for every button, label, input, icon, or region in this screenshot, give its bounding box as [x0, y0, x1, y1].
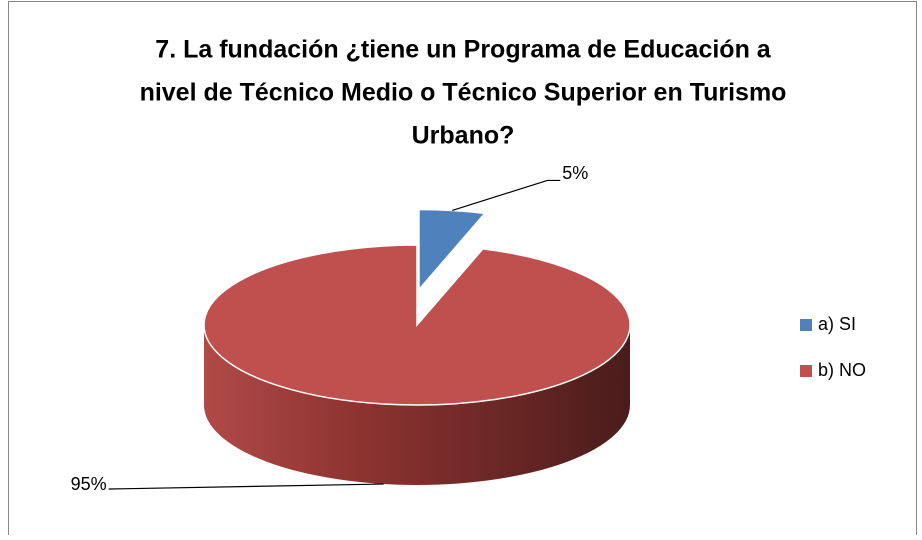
leader-line [452, 179, 561, 212]
slice [203, 244, 631, 406]
legend-swatch [800, 365, 812, 377]
leader-line [108, 483, 384, 490]
legend-label: b) NO [818, 360, 866, 380]
chart-title: Urbano? [412, 122, 515, 150]
data-label: 95% [71, 474, 107, 494]
chart-title: 7. La fundación ¿tiene un Programa de Ed… [155, 36, 771, 64]
legend-label: a) SI [818, 314, 856, 334]
data-label: 5% [562, 163, 588, 183]
chart-title: nivel de Técnico Medio o Técnico Superio… [140, 79, 787, 107]
legend-swatch [800, 319, 812, 331]
